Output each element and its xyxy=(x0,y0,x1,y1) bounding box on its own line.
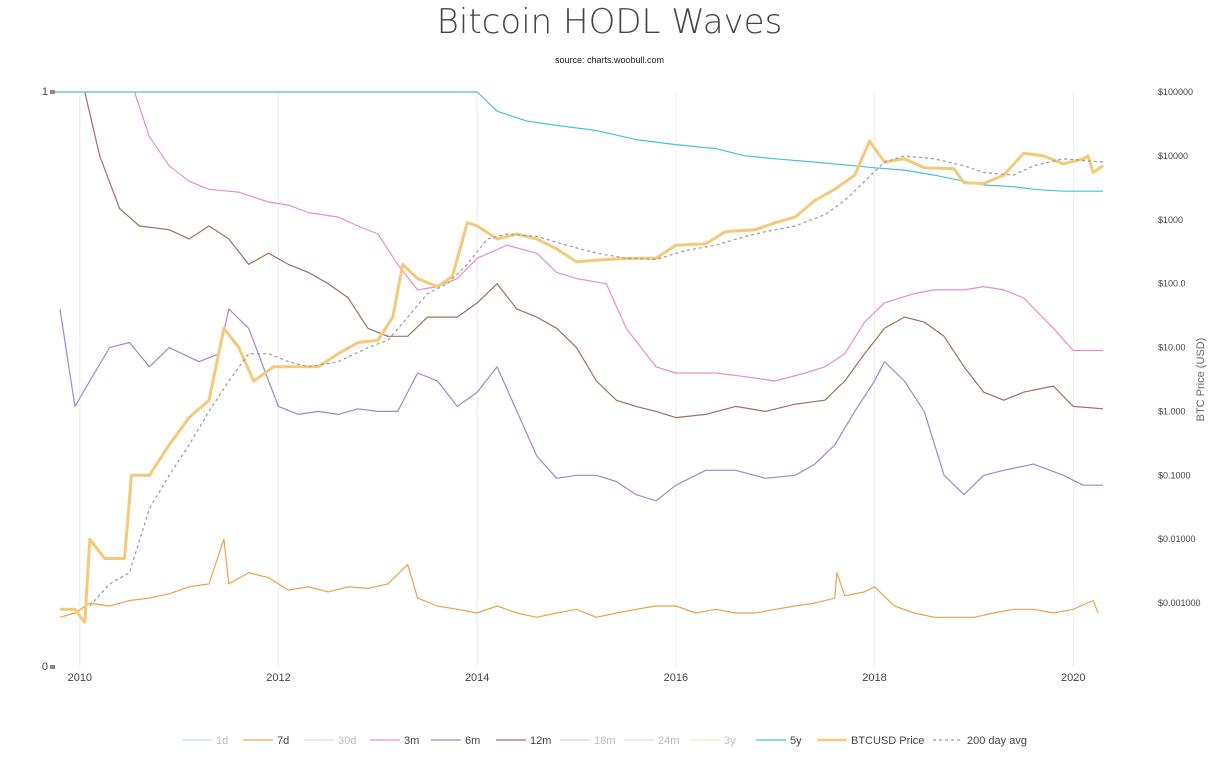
right-tick-label: $0.01000 xyxy=(1158,534,1196,544)
series-line-5y xyxy=(55,91,1103,192)
legend-label: 12m xyxy=(530,735,551,747)
legend-item-24m[interactable]: 24m xyxy=(624,735,679,747)
series-line-6m xyxy=(59,308,1103,502)
legend-item-5y[interactable]: 5y xyxy=(756,735,802,747)
x-tick-label: 2014 xyxy=(465,672,489,684)
series-line-btcusd-price xyxy=(60,139,1104,624)
right-tick-label: $0.1000 xyxy=(1158,470,1191,480)
right-tick-label: $10000 xyxy=(1158,151,1188,161)
legend-item-1d[interactable]: 1d xyxy=(182,735,228,747)
legend-label: 6m xyxy=(465,735,480,747)
right-tick-label: $100000 xyxy=(1158,87,1193,97)
left-axis: 10 xyxy=(42,86,55,673)
left-tick-mark xyxy=(50,90,55,94)
right-tick-label: $10.00 xyxy=(1158,343,1186,353)
legend-label: 3y xyxy=(724,735,736,747)
gridlines xyxy=(79,92,1074,667)
legend-label: 1d xyxy=(216,735,228,747)
series-line-3m xyxy=(133,91,1103,382)
left-tick-label: 0 xyxy=(42,661,48,673)
legend-item-3y[interactable]: 3y xyxy=(690,735,736,747)
right-tick-label: $1000 xyxy=(1158,215,1183,225)
series-lines xyxy=(55,91,1104,624)
legend-label: 18m xyxy=(594,735,615,747)
x-tick-label: 2012 xyxy=(266,672,290,684)
x-axis: 2010 2012 2014 2016 2018 2020 xyxy=(68,672,1086,684)
legend[interactable]: 1d 7d 30d 3m 6m 12m 18m 24m 3y 5y BTCUSD Price 200 … xyxy=(182,735,1027,747)
left-tick-mark xyxy=(50,665,55,669)
right-tick-label: $100.0 xyxy=(1158,279,1186,289)
right-tick-label: $0.001000 xyxy=(1158,598,1201,608)
series-line-12m xyxy=(84,91,1104,419)
legend-item-6m[interactable]: 6m xyxy=(431,735,480,747)
chart-subtitle: source: charts.woobull.com xyxy=(554,55,665,65)
right-axis-label: BTC Price (USD) xyxy=(1195,338,1207,422)
right-axis: $100000 $10000 $1000 $100.0 $10.00 $1.000 $0.1… xyxy=(1158,87,1207,608)
legend-label: 3m xyxy=(404,735,419,747)
legend-item-btcusd-price[interactable]: BTCUSD Price xyxy=(817,735,924,747)
series-line-7d xyxy=(59,538,1099,618)
left-tick-label: 1 xyxy=(42,86,48,98)
right-tick-label: $1.000 xyxy=(1158,406,1186,416)
legend-label: BTCUSD Price xyxy=(851,735,924,747)
legend-item-3m[interactable]: 3m xyxy=(370,735,419,747)
legend-item-12m[interactable]: 12m xyxy=(496,735,551,747)
legend-item-30d[interactable]: 30d xyxy=(304,735,356,747)
x-tick-label: 2010 xyxy=(68,672,92,684)
legend-label: 24m xyxy=(658,735,679,747)
x-tick-label: 2016 xyxy=(664,672,688,684)
legend-label: 200 day avg xyxy=(967,735,1027,747)
legend-label: 7d xyxy=(277,735,289,747)
legend-label: 5y xyxy=(790,735,802,747)
legend-item-200-day-avg[interactable]: 200 day avg xyxy=(933,735,1027,747)
x-tick-label: 2020 xyxy=(1061,672,1085,684)
chart-title: Bitcoin HODL Waves xyxy=(436,2,783,42)
legend-item-18m[interactable]: 18m xyxy=(560,735,615,747)
legend-label: 30d xyxy=(338,735,356,747)
x-tick-label: 2018 xyxy=(862,672,886,684)
legend-item-7d[interactable]: 7d xyxy=(243,735,289,747)
